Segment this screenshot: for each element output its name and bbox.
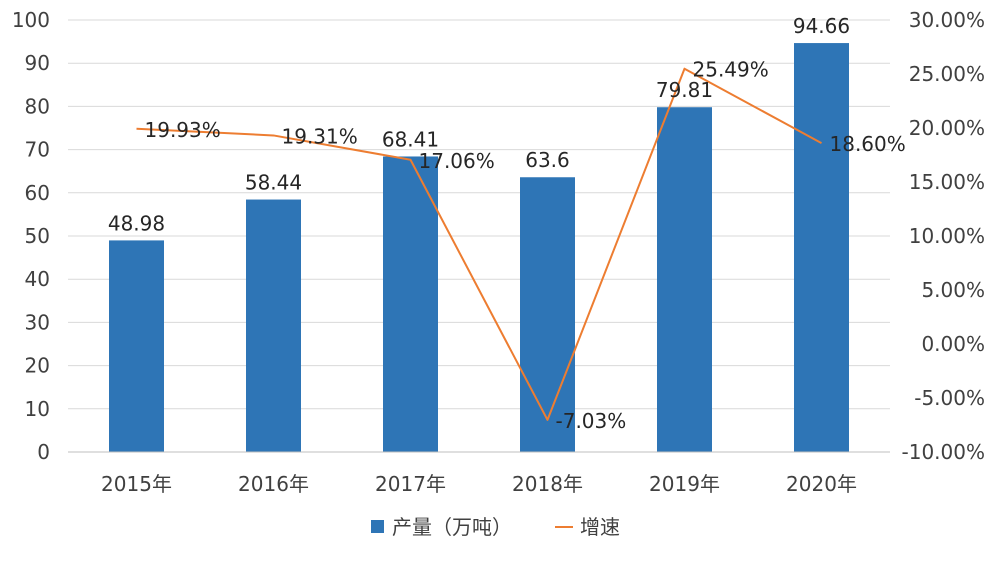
x-tick-label: 2017年 bbox=[375, 472, 446, 496]
line-data-label: 19.93% bbox=[145, 118, 221, 142]
right-tick-label: 25.00% bbox=[909, 62, 985, 86]
left-tick-label: 80 bbox=[25, 94, 50, 118]
line-series bbox=[136, 67, 822, 421]
bar bbox=[246, 199, 301, 452]
right-tick-label: 20.00% bbox=[909, 116, 985, 140]
bar bbox=[109, 240, 164, 452]
x-tick-label: 2016年 bbox=[238, 472, 309, 496]
line-data-label: 18.60% bbox=[830, 132, 906, 156]
legend: 产量（万吨） 增速 bbox=[371, 515, 620, 539]
right-tick-label: 0.00% bbox=[921, 332, 985, 356]
line-data-label: 19.31% bbox=[282, 124, 358, 148]
bar-data-label: 68.41 bbox=[382, 127, 439, 151]
x-tick-label: 2019年 bbox=[649, 472, 720, 496]
bar bbox=[383, 156, 438, 452]
line-data-label: -7.03% bbox=[556, 409, 627, 433]
bar-data-label: 79.81 bbox=[656, 78, 713, 102]
x-axis: 2015年 2016年 2017年 2018年 2019年 2020年 bbox=[68, 451, 890, 496]
right-tick-label: 10.00% bbox=[909, 224, 985, 248]
right-tick-label: 15.00% bbox=[909, 170, 985, 194]
growth-line bbox=[136, 67, 822, 421]
left-tick-label: 10 bbox=[25, 397, 50, 421]
bar-data-label: 63.6 bbox=[525, 148, 570, 172]
right-y-axis: -10.00% -5.00% 0.00% 5.00% 10.00% 15.00% 20.00… bbox=[902, 8, 985, 464]
line-data-labels: 19.93% 19.31% 17.06% -7.03% 25.49% 18.60% bbox=[145, 58, 906, 433]
line-data-label: 17.06% bbox=[419, 149, 495, 173]
legend-bar-swatch bbox=[371, 520, 384, 533]
legend-line-label: 增速 bbox=[580, 515, 620, 539]
left-tick-label: 0 bbox=[37, 440, 50, 464]
right-tick-label: 30.00% bbox=[909, 8, 985, 32]
legend-bar-label: 产量（万吨） bbox=[392, 515, 512, 539]
bar-data-label: 48.98 bbox=[108, 211, 165, 235]
left-tick-label: 100 bbox=[12, 8, 50, 32]
left-tick-label: 20 bbox=[25, 354, 50, 378]
bar-series bbox=[109, 43, 849, 453]
bar-data-label: 94.66 bbox=[793, 14, 850, 38]
right-tick-label: -5.00% bbox=[914, 386, 985, 410]
gridlines bbox=[68, 19, 890, 453]
bar bbox=[794, 43, 849, 453]
left-tick-label: 70 bbox=[25, 138, 50, 162]
line-data-label: 25.49% bbox=[693, 58, 769, 82]
right-tick-label: 5.00% bbox=[921, 278, 985, 302]
left-tick-label: 40 bbox=[25, 267, 50, 291]
bar bbox=[520, 177, 575, 453]
left-tick-label: 90 bbox=[25, 51, 50, 75]
left-tick-label: 30 bbox=[25, 310, 50, 334]
left-y-axis: 0 10 20 30 40 50 60 70 80 90 100 bbox=[12, 8, 50, 464]
bar-data-labels: 48.98 58.44 68.41 63.6 79.81 94.66 bbox=[108, 14, 850, 235]
x-tick-label: 2020年 bbox=[786, 472, 857, 496]
x-tick-label: 2015年 bbox=[101, 472, 172, 496]
bar bbox=[657, 107, 712, 453]
left-tick-label: 50 bbox=[25, 224, 50, 248]
x-tick-label: 2018年 bbox=[512, 472, 583, 496]
left-tick-label: 60 bbox=[25, 181, 50, 205]
right-tick-label: -10.00% bbox=[902, 440, 985, 464]
bar-data-label: 58.44 bbox=[245, 171, 302, 195]
